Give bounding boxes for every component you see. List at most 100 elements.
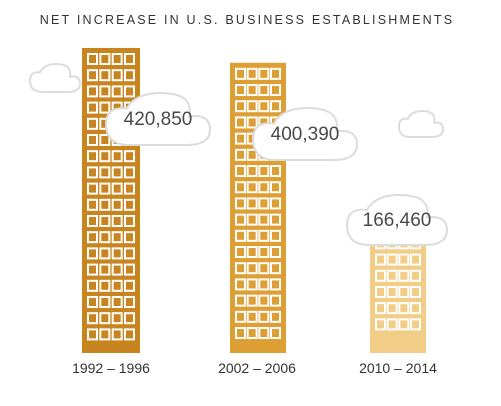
window-icon [410, 253, 421, 266]
window-icon [99, 198, 111, 211]
window-icon [87, 53, 98, 65]
window-icon [235, 84, 246, 97]
window-icon [111, 150, 123, 163]
window-icon [270, 197, 281, 210]
window-icon [246, 181, 258, 194]
window-icon [124, 263, 135, 276]
window-icon [258, 100, 270, 113]
window-icon [235, 246, 246, 259]
window-icon [87, 247, 98, 260]
window-icon [99, 166, 111, 179]
value-label-2: 166,460 [363, 210, 432, 231]
window-icon [87, 328, 98, 341]
window-icon [246, 213, 258, 226]
window-icon [124, 182, 135, 195]
window-icon [258, 278, 270, 291]
window-icon [124, 85, 135, 98]
window-icon [124, 328, 135, 341]
window-icon [87, 231, 98, 244]
window-icon [99, 215, 111, 227]
window-icon [99, 150, 111, 163]
window-icon [111, 166, 123, 179]
window-icon [270, 246, 281, 259]
window-icon [124, 150, 135, 163]
window-icon [111, 328, 123, 341]
window-icon [124, 215, 135, 227]
window-icon [410, 302, 421, 315]
window-icon [235, 132, 246, 145]
window-icon [87, 150, 98, 163]
window-icon [398, 318, 410, 331]
window-icon [124, 53, 135, 65]
value-labels-group: 420,850 400,390 166,460 [104, 91, 449, 246]
window-icon [111, 263, 123, 276]
window-icon [398, 302, 410, 315]
window-icon [111, 182, 123, 195]
window-icon [111, 85, 123, 98]
window-icon [258, 262, 270, 275]
bar-1 [230, 62, 286, 353]
window-icon [246, 84, 258, 97]
window-icon [375, 253, 386, 266]
window-icon [270, 262, 281, 275]
cloud-icon [397, 109, 445, 138]
window-icon [375, 318, 386, 331]
window-icon [87, 263, 98, 276]
window-icon [235, 67, 246, 80]
window-icon [99, 247, 111, 260]
window-icon [87, 215, 98, 227]
window-icon [111, 296, 123, 308]
window-icon [258, 84, 270, 97]
window-icon [235, 262, 246, 275]
window-icon [270, 100, 281, 113]
window-icon [270, 84, 281, 97]
window-icon [375, 302, 386, 315]
window-icon [235, 213, 246, 226]
value-label-1: 400,390 [271, 124, 340, 145]
window-icon [258, 229, 270, 242]
window-icon [235, 116, 246, 129]
window-icon [124, 166, 135, 179]
window-icon [124, 247, 135, 260]
window-icon [246, 197, 258, 210]
window-icon [235, 165, 246, 178]
window-icon [235, 197, 246, 210]
window-icon [246, 100, 258, 113]
chart-title: NET INCREASE IN U.S. BUSINESS ESTABLISHM… [40, 13, 454, 27]
window-icon [235, 294, 246, 307]
window-icon [386, 318, 398, 331]
window-icon [124, 279, 135, 292]
window-icon [410, 318, 421, 331]
window-icon [246, 229, 258, 242]
window-icon [386, 285, 398, 298]
window-icon [99, 85, 111, 98]
window-icon [99, 296, 111, 308]
window-icon [87, 296, 98, 308]
window-icon [386, 302, 398, 315]
window-icon [258, 327, 270, 340]
window-icon [87, 166, 98, 179]
window-icon [124, 69, 135, 82]
label-cloud-icon [345, 193, 449, 246]
window-icon [111, 215, 123, 227]
window-icon [99, 69, 111, 82]
window-icon [398, 285, 410, 298]
window-icon [258, 181, 270, 194]
window-icon [246, 67, 258, 80]
window-icon [235, 310, 246, 323]
window-icon [99, 53, 111, 65]
window-icon [99, 312, 111, 325]
window-icon [124, 296, 135, 308]
bar-0 [82, 48, 140, 353]
window-icon [386, 253, 398, 266]
window-icon [258, 67, 270, 80]
window-icon [386, 269, 398, 282]
window-icon [99, 279, 111, 292]
cloud-icon [28, 62, 82, 93]
window-icon [246, 148, 258, 161]
x-tick-label-1: 2002 – 2006 [218, 360, 296, 376]
window-icon [398, 253, 410, 266]
window-icon [111, 198, 123, 211]
window-icon [270, 310, 281, 323]
